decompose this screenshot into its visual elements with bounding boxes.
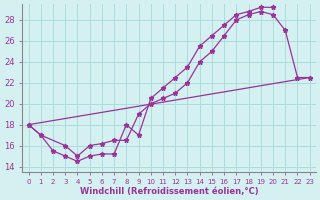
X-axis label: Windchill (Refroidissement éolien,°C): Windchill (Refroidissement éolien,°C) [80, 187, 259, 196]
